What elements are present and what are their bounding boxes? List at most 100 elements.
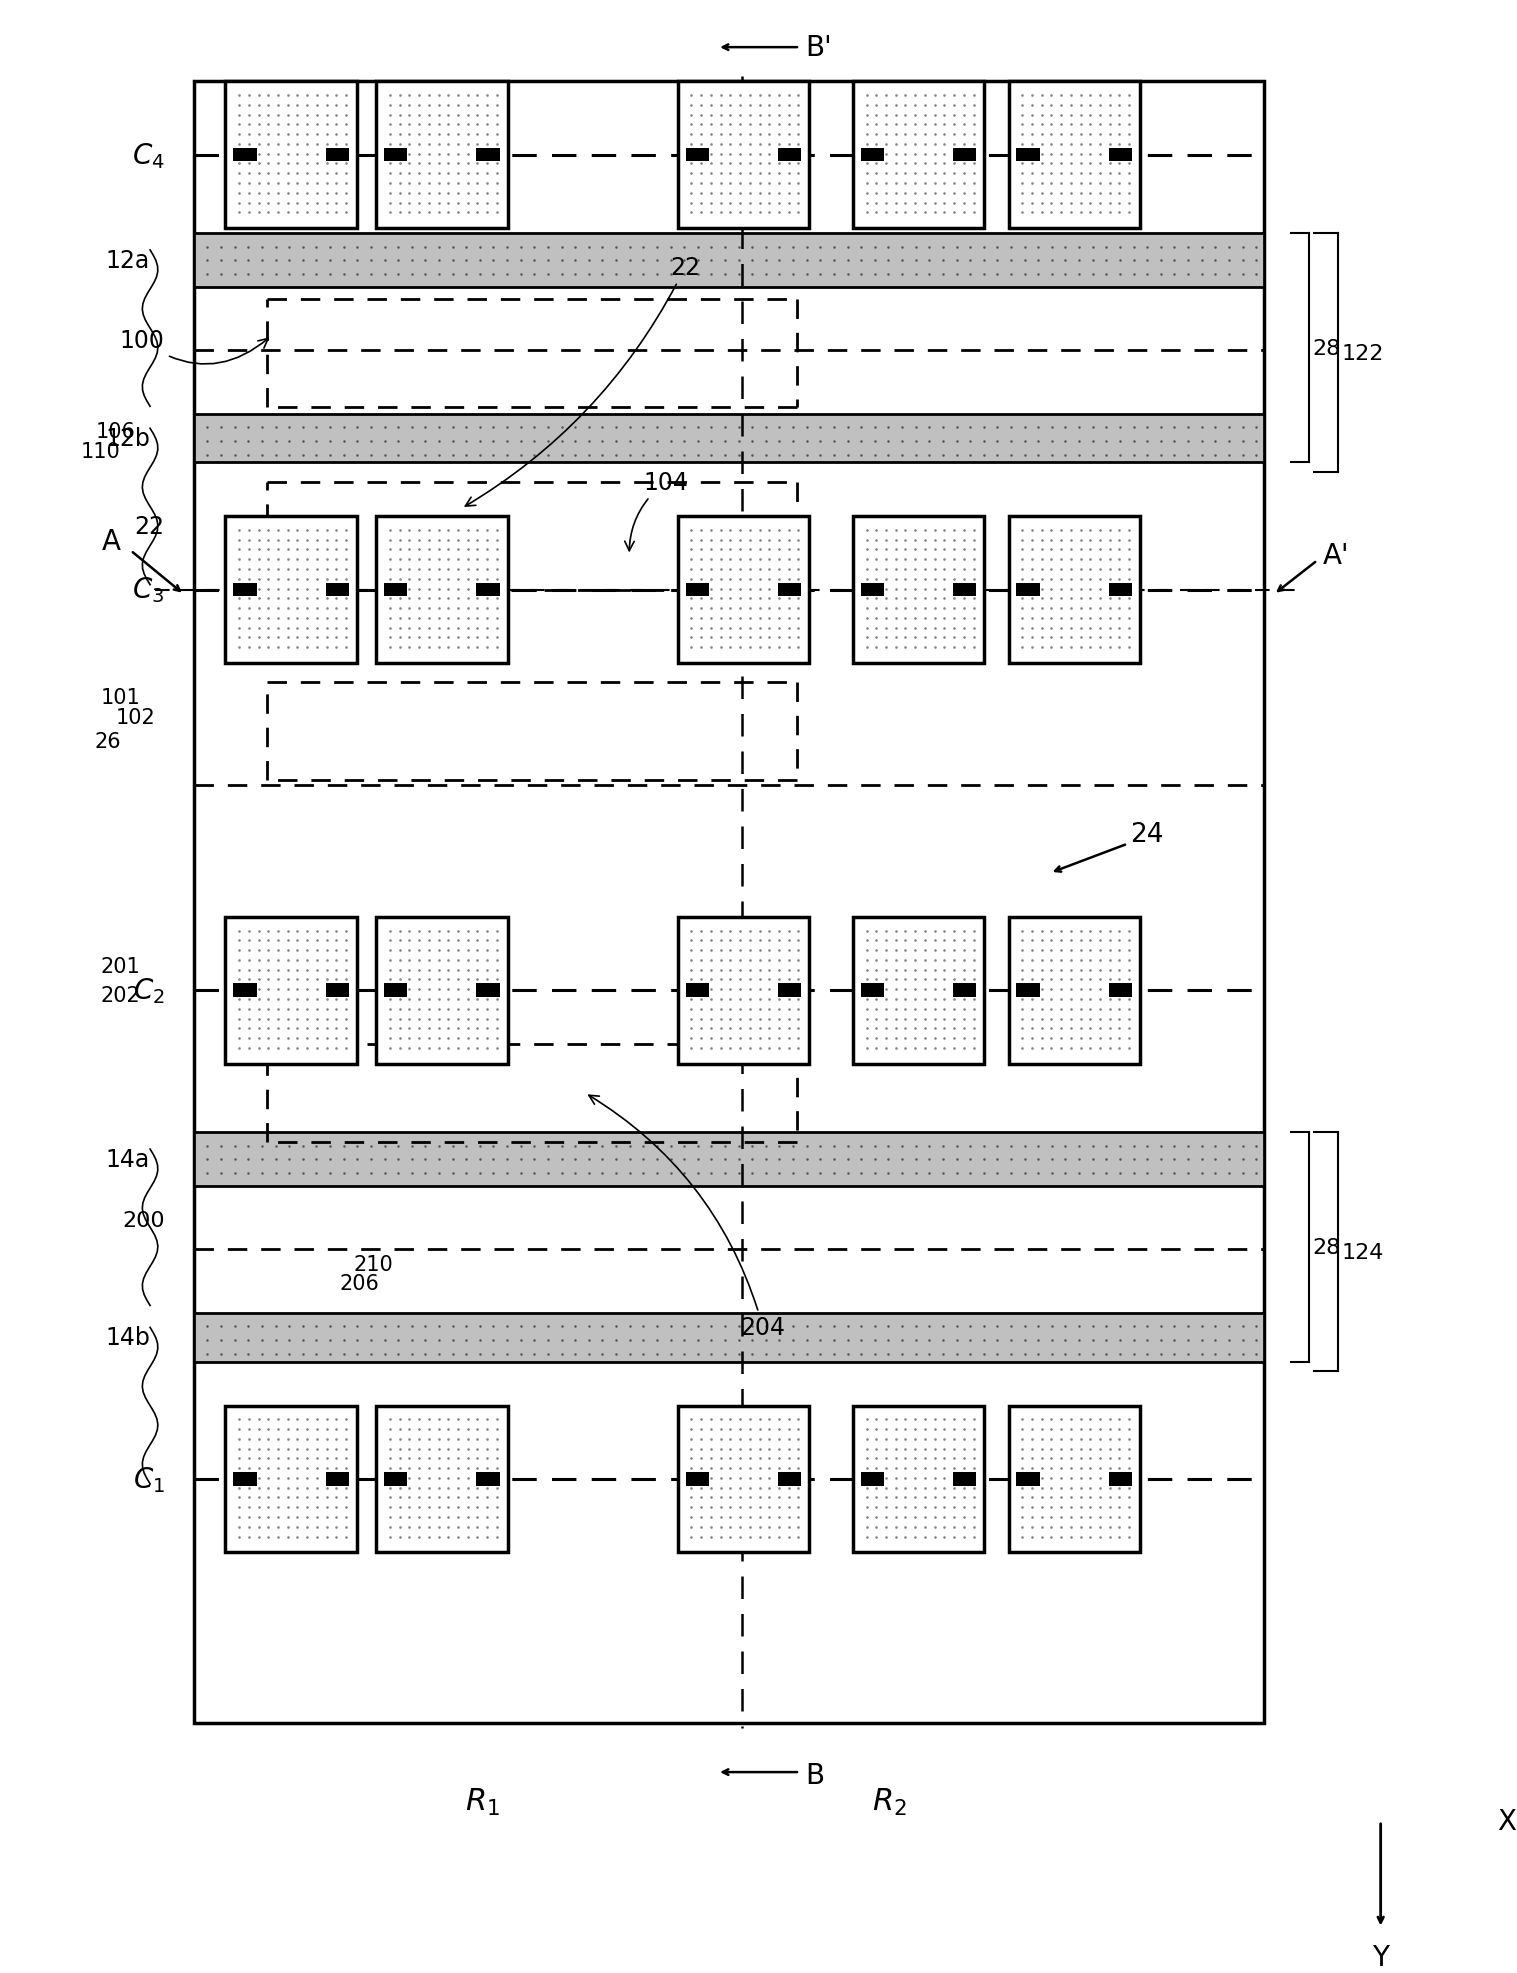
Text: $R_2$: $R_2$ (872, 1786, 907, 1817)
Bar (678, 1407, 809, 1553)
Bar (226, 917, 356, 1063)
Bar (476, 985, 499, 998)
Bar (860, 148, 884, 162)
Bar (778, 584, 801, 598)
Text: Y: Y (1373, 1943, 1390, 1971)
Bar (476, 1472, 499, 1486)
Text: 14b: 14b (105, 1326, 150, 1350)
Text: $C_4$: $C_4$ (132, 140, 165, 170)
Bar (678, 917, 809, 1063)
Bar (686, 584, 708, 598)
Text: 12b: 12b (105, 426, 150, 452)
Text: 102: 102 (115, 706, 155, 728)
Bar (860, 985, 884, 998)
Text: 110: 110 (80, 442, 121, 462)
Bar (194, 1314, 1264, 1361)
Text: 22: 22 (466, 256, 701, 507)
Bar (376, 917, 508, 1063)
Bar (1009, 1407, 1139, 1553)
Text: 201: 201 (100, 957, 141, 977)
Text: 24: 24 (1130, 821, 1164, 848)
Text: B': B' (806, 34, 831, 61)
Bar (853, 83, 985, 229)
Bar (1109, 584, 1132, 598)
Bar (1016, 985, 1039, 998)
Text: X: X (1497, 1807, 1517, 1835)
Bar (778, 148, 801, 162)
Bar (234, 148, 256, 162)
Bar (860, 584, 884, 598)
Text: 210: 210 (353, 1255, 394, 1275)
Bar (686, 1472, 708, 1486)
Text: 28: 28 (1312, 1237, 1341, 1257)
Bar (1016, 148, 1039, 162)
Text: 26: 26 (94, 732, 121, 752)
Text: A: A (102, 527, 121, 556)
Bar (953, 985, 977, 998)
Bar (234, 985, 256, 998)
Bar (1109, 1472, 1132, 1486)
Text: 124: 124 (1341, 1243, 1384, 1263)
Text: $C_2$: $C_2$ (133, 977, 165, 1006)
Text: 28: 28 (1312, 339, 1341, 359)
Text: 14a: 14a (106, 1146, 150, 1172)
Text: 206: 206 (340, 1275, 379, 1294)
Bar (1009, 83, 1139, 229)
Bar (853, 1407, 985, 1553)
Bar (326, 985, 349, 998)
Bar (778, 985, 801, 998)
Text: 12a: 12a (106, 249, 150, 272)
Bar (194, 83, 1264, 1722)
Bar (234, 1472, 256, 1486)
Bar (860, 1472, 884, 1486)
Text: 101: 101 (100, 689, 141, 708)
Bar (376, 1407, 508, 1553)
Bar (853, 517, 985, 663)
Bar (853, 917, 985, 1063)
Bar (1016, 1472, 1039, 1486)
Bar (326, 1472, 349, 1486)
Bar (326, 148, 349, 162)
Bar (234, 584, 256, 598)
Bar (226, 517, 356, 663)
Bar (1016, 584, 1039, 598)
Text: 100: 100 (120, 329, 269, 365)
Bar (384, 1472, 408, 1486)
Bar (953, 1472, 977, 1486)
Text: 200: 200 (121, 1209, 165, 1231)
Text: 204: 204 (589, 1095, 786, 1340)
Bar (678, 517, 809, 663)
Bar (1009, 917, 1139, 1063)
Bar (476, 148, 499, 162)
Bar (376, 83, 508, 229)
Bar (226, 83, 356, 229)
Text: 22: 22 (135, 515, 165, 539)
Bar (226, 1407, 356, 1553)
Text: 122: 122 (1341, 343, 1384, 363)
Bar (384, 148, 408, 162)
Bar (1109, 148, 1132, 162)
Bar (778, 1472, 801, 1486)
Bar (678, 83, 809, 229)
Bar (194, 414, 1264, 464)
Bar (384, 584, 408, 598)
Bar (1109, 985, 1132, 998)
Bar (476, 584, 499, 598)
Bar (194, 1133, 1264, 1186)
Bar (376, 517, 508, 663)
Bar (953, 584, 977, 598)
Text: 106: 106 (96, 422, 135, 442)
Text: B: B (806, 1762, 824, 1790)
Text: 202: 202 (100, 986, 141, 1006)
Text: $C_3$: $C_3$ (132, 576, 165, 606)
Text: $C_1$: $C_1$ (132, 1464, 165, 1494)
Bar (384, 985, 408, 998)
Bar (1009, 517, 1139, 663)
Bar (686, 985, 708, 998)
Bar (686, 148, 708, 162)
Text: 104: 104 (625, 472, 689, 550)
Text: $R_1$: $R_1$ (466, 1786, 501, 1817)
Bar (194, 233, 1264, 288)
Bar (326, 584, 349, 598)
Bar (953, 148, 977, 162)
